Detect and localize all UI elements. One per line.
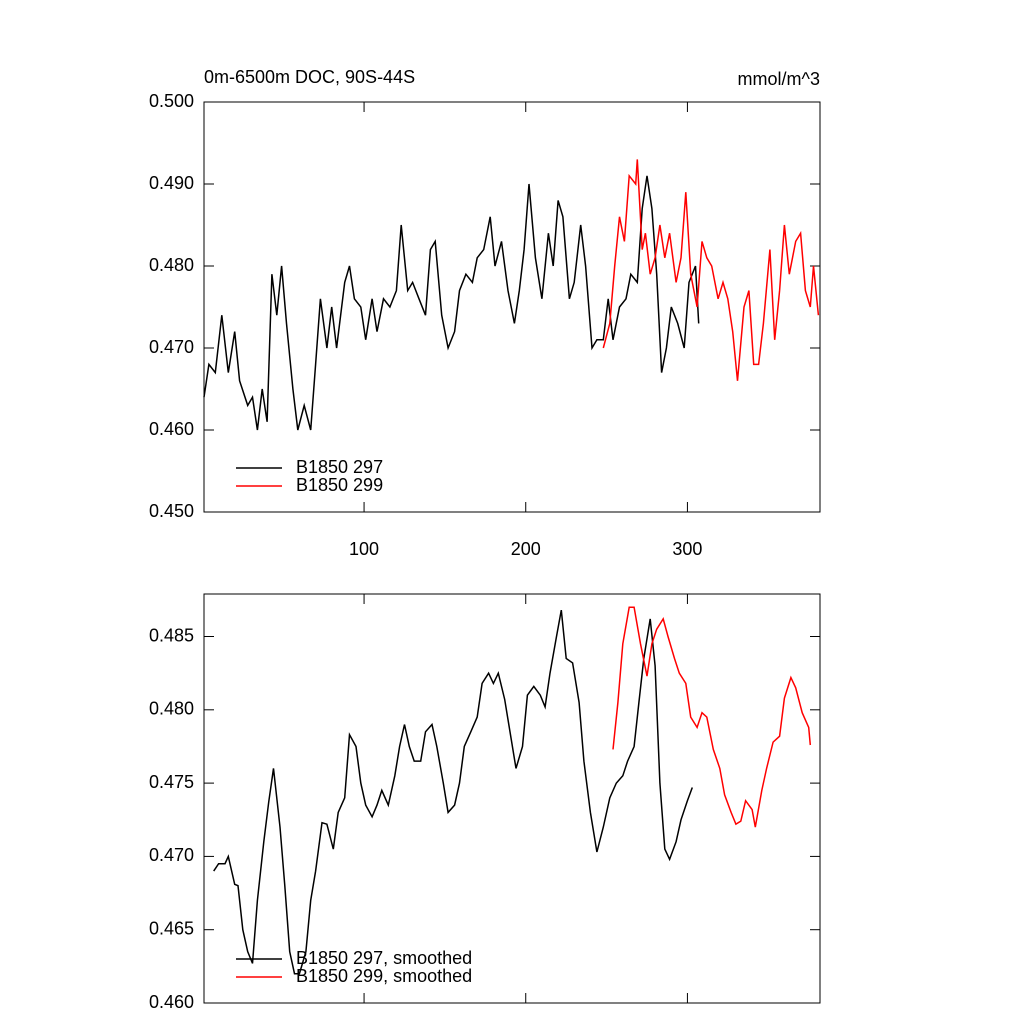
units-label: mmol/m^3 [738,69,820,89]
plot-frame [203,593,821,1004]
y-tick-label: 0.490 [149,173,194,193]
x-tick-label: 100 [349,539,379,559]
data-line [602,159,820,381]
y-tick-label: 0.480 [149,699,194,719]
plot-frame [203,101,821,513]
legend-label: B1850 297 [296,457,383,477]
data-line [612,606,812,828]
legend-label: B1850 299 [296,475,383,495]
legend-label: B1850 297, smoothed [296,948,472,968]
y-tick-label: 0.475 [149,772,194,792]
data-line [203,175,700,431]
data-line [213,609,694,975]
y-tick-label: 0.500 [149,91,194,111]
y-tick-label: 0.460 [149,419,194,439]
y-tick-label: 0.485 [149,625,194,645]
y-tick-label: 0.460 [149,992,194,1012]
y-tick-label: 0.450 [149,501,194,521]
y-tick-label: 0.465 [149,918,194,938]
legend-label: B1850 299, smoothed [296,966,472,986]
chart-title: 0m-6500m DOC, 90S-44S [204,67,415,87]
y-tick-label: 0.470 [149,845,194,865]
y-tick-label: 0.470 [149,337,194,357]
x-tick-label: 200 [511,539,541,559]
x-tick-label: 300 [672,539,702,559]
y-tick-label: 0.480 [149,255,194,275]
